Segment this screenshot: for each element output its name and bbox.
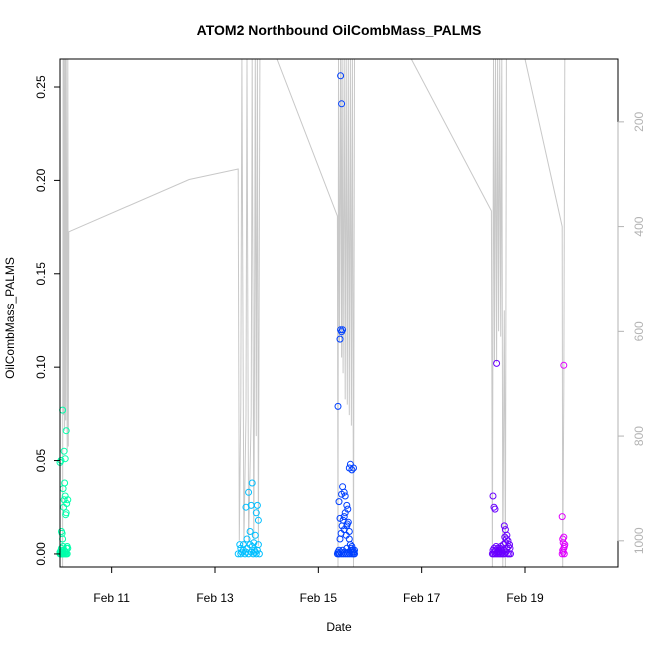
data-point [254,541,262,549]
x-tick-label: Feb 15 [300,591,338,605]
y-tick-label: 0.15 [34,262,48,286]
y-tick-label: 0.20 [34,168,48,192]
data-point [251,531,259,539]
data-point [248,543,256,550]
data-point [61,455,69,463]
chart-title: ATOM2 Northbound OilCombMass_PALMS [197,22,482,38]
data-point [345,535,353,543]
y-tick-label: 0.25 [34,75,48,99]
data-point [239,541,247,549]
data-point [350,464,357,472]
data-point [64,496,72,504]
data-point [336,335,344,343]
y-axis: 0.00 0.05 0.10 0.15 0.20 0.25 [34,75,61,566]
secondary-tick-label: 1000 [632,527,646,554]
data-point [560,550,568,558]
data-point [252,550,260,558]
data-point [61,479,69,487]
data-point [58,528,65,535]
secondary-tick-label: 800 [632,426,646,446]
data-point [337,72,345,80]
y-axis-label: OilCombMass_PALMS [3,257,17,379]
y-tick-label: 0.00 [34,542,48,566]
data-point [245,488,253,496]
altitude-trace [62,58,566,568]
altitude-trace-layer [62,58,566,568]
data-point [246,541,254,549]
data-point [339,483,347,491]
data-point [506,541,513,549]
data-point [560,543,568,550]
data-point [351,546,358,554]
data-point [246,528,254,535]
data-point [335,498,343,506]
secondary-tick-label: 200 [632,112,646,132]
data-point [60,447,68,455]
series-Feb13 [234,479,263,558]
data-point [248,479,256,487]
x-axis-label: Date [326,620,352,634]
data-point [491,505,499,513]
data-point [560,361,568,369]
data-point [234,550,242,558]
data-point [507,550,514,558]
data-point [348,466,356,474]
data-point [502,535,510,543]
x-tick-label: Feb 11 [93,591,130,605]
data-point [351,550,358,558]
data-point [253,501,261,509]
data-point [255,550,263,558]
data-point [250,539,258,547]
series-Feb19 [558,361,569,558]
data-point [340,513,348,521]
data-point [344,505,352,513]
data-point [336,514,344,522]
data-point [500,522,508,530]
data-point [63,500,71,507]
data-point [338,100,346,108]
series-Feb15 [333,72,358,558]
series-Feb10 [56,406,72,558]
data-point [340,488,348,496]
data-point [243,535,251,543]
data-point [559,539,567,547]
data-point [503,531,511,539]
data-points-layer [56,72,569,558]
x-tick-label: Feb 17 [403,591,441,605]
data-point [558,513,566,521]
data-point [334,402,342,410]
data-point [493,359,501,367]
data-point [64,544,72,552]
y-tick-label: 0.10 [34,355,48,379]
data-point [236,541,244,549]
data-point [339,326,347,334]
secondary-tick-label: 400 [632,216,646,236]
x-tick-label: Feb 13 [196,591,234,605]
data-point [489,492,497,500]
data-point [560,533,568,541]
data-point [344,518,352,526]
x-axis: Feb 11 Feb 13 Feb 15 Feb 17 Feb 19 [93,566,544,605]
data-point [252,509,260,517]
data-point [254,516,262,524]
data-point [62,509,70,517]
data-point [343,522,351,530]
data-point [341,492,349,500]
y-tick-label: 0.05 [34,449,48,473]
data-point [343,501,351,509]
x-tick-label: Feb 19 [506,591,544,605]
data-point [345,528,353,535]
data-point [62,427,70,435]
secondary-y-axis: 200 400 600 800 1000 [617,112,646,554]
secondary-tick-label: 600 [632,321,646,341]
series-Feb18 [488,359,514,558]
